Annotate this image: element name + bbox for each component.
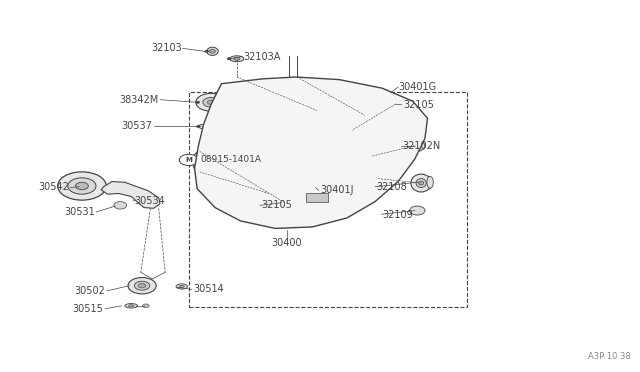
Circle shape [241, 110, 392, 198]
Ellipse shape [411, 174, 431, 192]
Circle shape [205, 50, 209, 52]
Circle shape [227, 58, 231, 60]
Circle shape [58, 172, 106, 200]
Circle shape [282, 134, 352, 175]
Text: 30542: 30542 [38, 183, 69, 192]
Text: 32103A: 32103A [243, 52, 280, 61]
Ellipse shape [230, 56, 244, 62]
Text: 32105: 32105 [403, 100, 434, 110]
Polygon shape [195, 77, 428, 228]
Circle shape [143, 304, 149, 308]
Text: 32105: 32105 [261, 201, 292, 210]
Circle shape [68, 178, 96, 194]
Ellipse shape [198, 124, 209, 129]
Circle shape [310, 184, 323, 191]
Ellipse shape [427, 176, 433, 188]
Polygon shape [101, 182, 160, 208]
Ellipse shape [176, 284, 188, 289]
Circle shape [196, 93, 227, 111]
Circle shape [296, 142, 337, 166]
Circle shape [410, 143, 420, 149]
Circle shape [410, 206, 425, 215]
Text: 38342M: 38342M [120, 95, 159, 105]
Ellipse shape [210, 49, 215, 53]
Circle shape [264, 124, 369, 185]
Text: 30534: 30534 [134, 196, 165, 206]
Ellipse shape [234, 57, 240, 60]
Circle shape [179, 154, 198, 166]
Text: 08915-1401A: 08915-1401A [200, 155, 261, 164]
Circle shape [393, 103, 397, 105]
Ellipse shape [207, 47, 218, 55]
Ellipse shape [146, 202, 152, 208]
Circle shape [386, 99, 405, 110]
Text: 30514: 30514 [193, 285, 224, 294]
Ellipse shape [125, 304, 138, 308]
Ellipse shape [179, 285, 184, 288]
Circle shape [391, 102, 400, 107]
Ellipse shape [196, 155, 204, 168]
Circle shape [280, 200, 290, 206]
Ellipse shape [416, 179, 426, 187]
Circle shape [308, 149, 326, 160]
Circle shape [76, 182, 88, 190]
Text: 30502: 30502 [75, 286, 106, 296]
Circle shape [196, 125, 200, 128]
Text: 30400: 30400 [271, 238, 302, 247]
Circle shape [207, 100, 215, 105]
Bar [189, 92, 467, 307]
Circle shape [404, 140, 425, 152]
Circle shape [304, 180, 330, 195]
Circle shape [114, 202, 127, 209]
Circle shape [413, 145, 417, 147]
Ellipse shape [193, 152, 207, 172]
Ellipse shape [129, 305, 134, 307]
Text: 30401G: 30401G [398, 82, 436, 92]
Circle shape [203, 97, 220, 107]
Text: 30515: 30515 [73, 304, 104, 314]
Circle shape [128, 278, 156, 294]
Circle shape [134, 281, 150, 290]
Circle shape [196, 101, 200, 103]
Text: 32103: 32103 [152, 44, 182, 53]
Text: 32109: 32109 [383, 210, 413, 220]
Circle shape [275, 197, 295, 209]
Text: 30531: 30531 [64, 207, 95, 217]
Ellipse shape [419, 181, 424, 185]
Bar [306, 193, 328, 202]
Text: M: M [186, 157, 192, 163]
Text: A3P 10 38: A3P 10 38 [588, 352, 630, 361]
Text: 30401J: 30401J [320, 186, 353, 195]
Text: 32102N: 32102N [402, 141, 440, 151]
Text: 32108: 32108 [376, 182, 407, 192]
Circle shape [138, 283, 146, 288]
Text: 30537: 30537 [122, 122, 152, 131]
